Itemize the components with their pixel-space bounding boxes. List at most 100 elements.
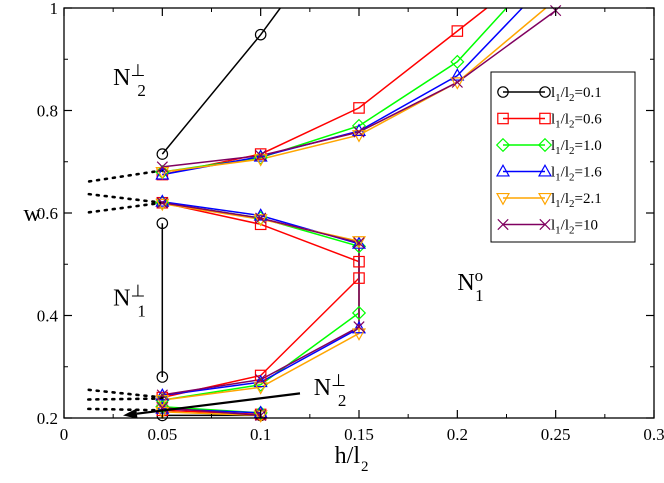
- data-point-0: [254, 28, 267, 41]
- data-point-3: [450, 68, 465, 81]
- legend-marker: [539, 86, 551, 98]
- data-point-5: [156, 161, 168, 173]
- legend-marker: [495, 137, 511, 153]
- dotted-extension: [82, 169, 164, 184]
- region-label-n-perp-2-bottom: N⊥ 2: [314, 371, 347, 410]
- dotted-extension: [82, 407, 164, 412]
- y-tick-label: 0.4: [37, 307, 59, 326]
- legend-marker: [537, 192, 553, 206]
- region-labels: N⊥ 2 N⊥ 1 No 1 N⊥ 2: [113, 61, 484, 410]
- data-point-1: [353, 102, 365, 114]
- data-point-5: [255, 212, 267, 224]
- x-tick-label: 0: [60, 425, 69, 444]
- region-label-n-o-1: No 1: [457, 266, 483, 305]
- arrow-shaft: [136, 392, 301, 415]
- data-point-4: [253, 214, 268, 227]
- legend-entry: l1/l2=10: [497, 218, 598, 237]
- data-point-3: [351, 320, 367, 334]
- series-line-5: [162, 202, 360, 396]
- x-tick-label: 0.2: [447, 425, 468, 444]
- data-point-4: [253, 382, 268, 395]
- x-tick-label: 0.25: [541, 425, 571, 444]
- legend-label: l1/l2=2.1: [551, 191, 602, 210]
- x-tick-label: 0.3: [643, 425, 664, 444]
- legend-marker: [537, 164, 553, 177]
- legend-marker: [497, 112, 509, 125]
- legend-marker: [497, 218, 509, 231]
- legend-label: l1/l2=10: [551, 218, 598, 237]
- data-point-0: [156, 148, 169, 160]
- x-tick-label: 0.05: [147, 425, 177, 444]
- data-point-3: [155, 194, 170, 207]
- data-point-1: [451, 25, 464, 37]
- y-axis-title: w: [23, 201, 41, 227]
- series-line-4: [162, 8, 547, 173]
- data-point-5: [255, 373, 267, 386]
- data-point-0: [156, 371, 169, 383]
- dotted-extensions: [82, 169, 164, 412]
- data-point-0: [156, 217, 169, 230]
- series-line-3: [162, 200, 360, 397]
- data-point-2: [450, 54, 465, 69]
- data-point-1: [156, 196, 169, 209]
- dotted-extension: [82, 387, 164, 399]
- legend-marker: [539, 112, 551, 125]
- data-point-4: [155, 198, 170, 212]
- y-tick-label: 0.8: [37, 102, 58, 121]
- dotted-extension: [82, 397, 164, 401]
- legend-marker: [495, 164, 511, 177]
- data-point-1: [353, 272, 365, 284]
- region-label-n-perp-2-top: N⊥ 2: [113, 61, 146, 100]
- data-point-5: [353, 126, 365, 138]
- data-point-5: [156, 389, 168, 401]
- data-point-5: [353, 321, 365, 333]
- data-point-1: [254, 218, 267, 231]
- data-point-4: [351, 328, 367, 341]
- legend-marker: [537, 137, 553, 153]
- legend-marker: [497, 86, 509, 98]
- legend-entry: l1/l2=0.1: [497, 85, 602, 104]
- legend-label: l1/l2=1.6: [551, 165, 602, 184]
- data-point-1: [353, 255, 365, 268]
- y-tick-label: 0.2: [37, 409, 58, 428]
- annotation-arrow: [123, 392, 301, 419]
- legend-label: l1/l2=1.0: [551, 138, 602, 157]
- dotted-extension: [82, 201, 164, 215]
- legend-marker: [539, 218, 551, 231]
- data-point-5: [353, 237, 365, 249]
- x-tick-label: 0.1: [250, 425, 271, 444]
- data-point-4: [450, 77, 465, 90]
- data-point-3: [253, 374, 268, 388]
- y-tick-label: 1: [50, 0, 59, 18]
- axis-ticks: 0 0.05 0.1 0.15 0.2 0.25 0.3 0.2 0.4 0.6 0.8 1: [37, 0, 664, 444]
- legend-entry: l1/l2=0.6: [497, 112, 602, 131]
- x-axis-title-subscript: 2: [361, 459, 369, 475]
- series-line-0: [161, 8, 281, 155]
- dotted-extension: [82, 192, 164, 205]
- legend-entry: l1/l2=1.6: [495, 164, 602, 184]
- series-line-3: [162, 8, 523, 176]
- legend-entry: l1/l2=2.1: [495, 191, 602, 210]
- data-point-4: [351, 130, 367, 143]
- data-point-5: [451, 76, 463, 88]
- series-line-1: [162, 202, 360, 399]
- data-point-5: [156, 197, 168, 209]
- region-label-n-perp-1: N⊥ 1: [113, 281, 146, 320]
- series-line-1: [162, 8, 488, 176]
- legend-label: l1/l2=0.1: [551, 85, 602, 104]
- legend-label: l1/l2=0.6: [551, 112, 602, 131]
- data-point-3: [155, 387, 170, 401]
- legend-entry: l1/l2=1.0: [495, 137, 602, 157]
- legend-marker: [495, 192, 511, 206]
- data-point-1: [254, 369, 267, 382]
- marker-layer: [155, 4, 562, 423]
- data-point-4: [351, 236, 367, 249]
- y-tick-label: 0.6: [37, 204, 58, 223]
- data-point-1: [254, 148, 267, 160]
- x-axis-title: h/l: [335, 443, 361, 469]
- data-point-3: [253, 149, 268, 162]
- x-tick-label: 0.15: [344, 425, 374, 444]
- data-point-2: [253, 150, 268, 165]
- legend-box: [490, 71, 636, 243]
